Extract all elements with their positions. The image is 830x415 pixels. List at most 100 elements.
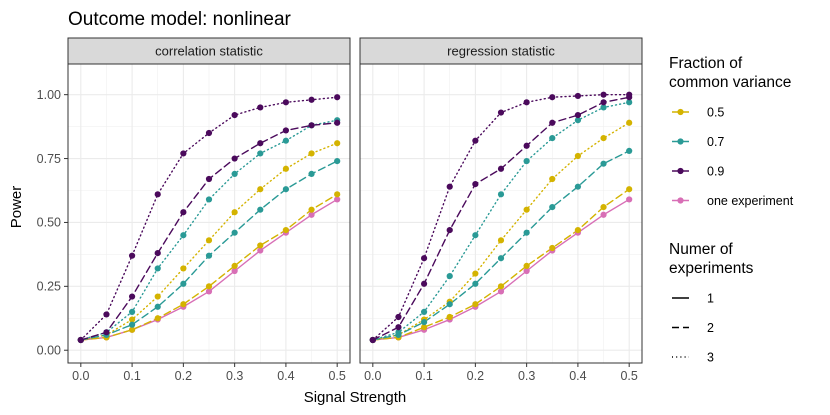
data-point	[257, 206, 264, 213]
data-point	[574, 152, 582, 160]
panel-strip	[67, 37, 351, 65]
data-point	[472, 301, 479, 308]
x-axis-title: Signal Strength	[304, 389, 407, 406]
data-point	[231, 170, 238, 177]
x-tick-label: 0.1	[415, 369, 432, 383]
data-point	[231, 262, 238, 269]
data-point	[128, 326, 136, 333]
data-point	[600, 160, 607, 167]
data-point	[523, 229, 530, 236]
data-point	[446, 183, 453, 190]
series-line-0-5-exp3	[372, 122, 630, 341]
data-point	[497, 255, 505, 262]
data-point	[395, 313, 402, 321]
panel-border	[67, 63, 351, 364]
data-point	[308, 170, 315, 177]
data-point	[334, 140, 341, 147]
data-point	[205, 283, 213, 290]
data-point	[523, 206, 530, 213]
data-point	[472, 137, 479, 144]
legend: Fraction of common variance 0.5 0.7 0.9 one e…	[669, 55, 794, 364]
data-point	[497, 191, 505, 198]
data-point	[497, 237, 505, 244]
data-point	[600, 91, 607, 98]
y-tick-label: 0.75	[37, 152, 61, 166]
data-point	[154, 265, 161, 272]
data-point	[420, 280, 428, 287]
data-point	[626, 99, 633, 106]
data-point	[420, 319, 428, 326]
x-tick-label: 0.0	[72, 369, 89, 383]
legend-item-label: 1	[707, 291, 714, 305]
legend-item-label: one experiment	[707, 194, 794, 208]
data-point	[334, 119, 341, 126]
data-point	[205, 196, 213, 203]
data-point	[308, 206, 315, 213]
data-point	[128, 316, 136, 323]
data-point	[77, 336, 84, 344]
data-point	[180, 301, 187, 308]
data-point	[180, 280, 187, 287]
data-point	[103, 329, 110, 336]
data-point	[282, 227, 290, 234]
data-point	[257, 150, 264, 157]
legend-item-label: 0.7	[707, 135, 724, 149]
data-point	[574, 183, 582, 190]
data-point	[549, 175, 556, 183]
x-tick-label: 0.4	[277, 369, 294, 383]
data-point	[626, 147, 633, 154]
data-point	[308, 122, 315, 129]
data-point	[231, 267, 238, 275]
data-point	[549, 204, 556, 211]
panel-strip-label: regression statistic	[447, 44, 555, 59]
data-point	[420, 324, 428, 331]
data-point	[282, 137, 290, 144]
data-point	[154, 250, 161, 257]
legend-item-label: 0.5	[707, 105, 724, 119]
data-point	[549, 135, 556, 142]
data-point	[334, 158, 341, 165]
data-point	[282, 127, 290, 134]
data-point	[369, 336, 376, 344]
data-point	[446, 301, 453, 308]
data-point	[282, 186, 290, 193]
data-point	[600, 135, 607, 142]
data-point	[180, 265, 187, 272]
x-tick-label: 0.3	[518, 369, 535, 383]
y-tick-label: 0.00	[37, 344, 61, 358]
series-line-0-5-exp2	[372, 188, 630, 341]
data-point	[574, 92, 582, 100]
data-point	[257, 242, 264, 249]
data-point	[180, 150, 187, 157]
legend-item-label: 0.9	[707, 164, 724, 178]
data-point	[205, 237, 213, 244]
legend-key-point	[677, 197, 684, 204]
data-point	[282, 99, 290, 106]
data-point	[446, 227, 453, 234]
data-point	[446, 273, 453, 280]
data-point	[154, 315, 161, 322]
legend-key-point	[677, 108, 684, 116]
data-point	[308, 96, 315, 103]
x-tick-label: 0.5	[328, 369, 345, 383]
data-point	[257, 247, 264, 254]
panel-border	[359, 63, 643, 364]
data-point	[472, 270, 479, 277]
data-point	[626, 186, 633, 193]
data-point	[446, 313, 453, 321]
data-point	[549, 244, 556, 252]
series-line-0-5-exp2	[80, 193, 338, 341]
data-point	[334, 191, 341, 198]
data-point	[600, 204, 607, 211]
x-tick-label: 0.4	[569, 369, 586, 383]
legend-title-1: Numer of experiments	[669, 241, 754, 277]
data-point	[180, 232, 187, 239]
data-point	[257, 140, 264, 147]
data-point	[231, 229, 238, 236]
x-tick-label: 0.1	[123, 369, 140, 383]
data-point	[128, 252, 136, 259]
y-axis-title: Power	[8, 186, 25, 229]
